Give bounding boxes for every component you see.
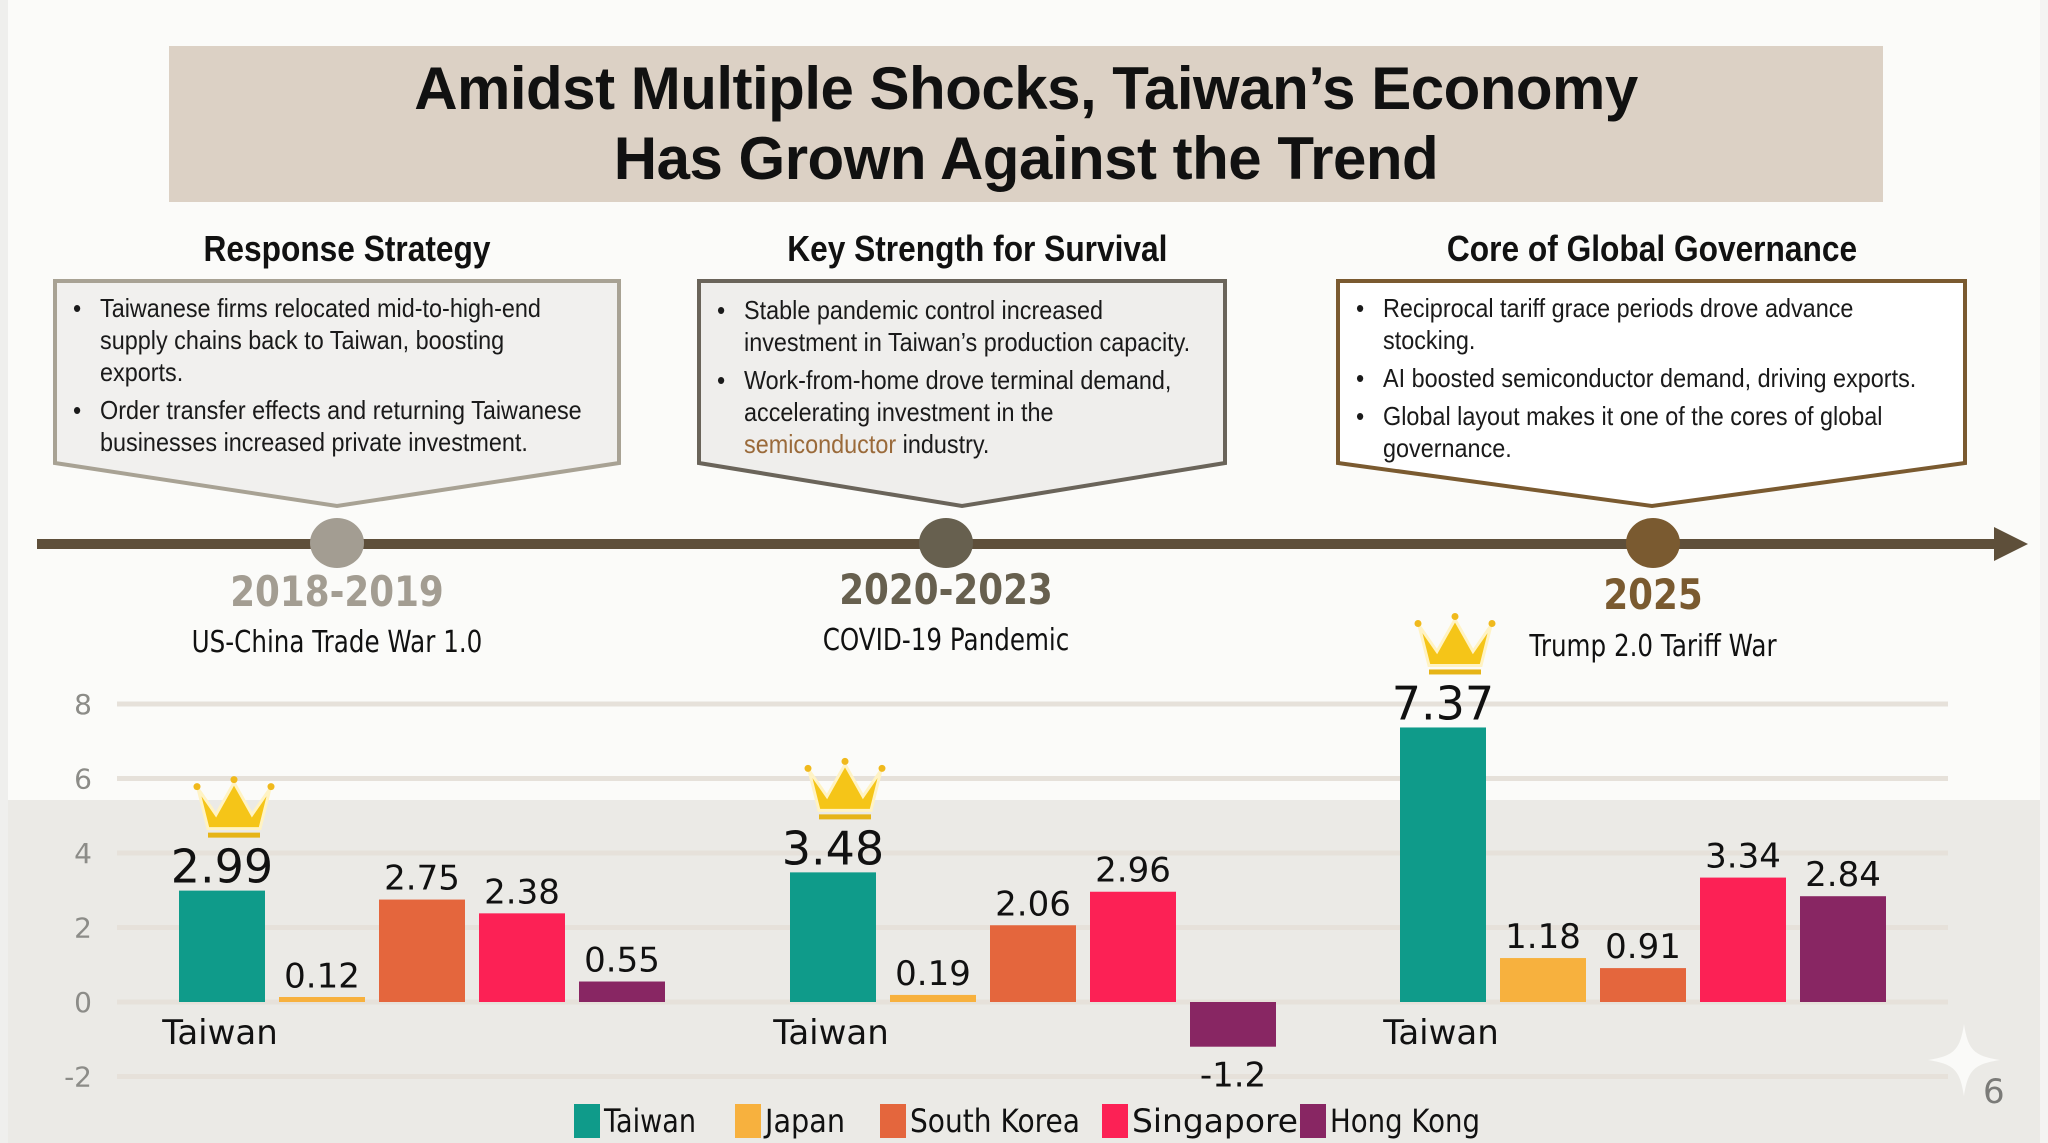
title-banner: Amidst Multiple Shocks, Taiwan’s Economy… (169, 46, 1883, 202)
value-label: 7.37 (1392, 676, 1494, 730)
y-tick-label: 6 (74, 763, 92, 796)
title-line-2: Has Grown Against the Trend (613, 125, 1439, 192)
legend-label: Taiwan (603, 1102, 696, 1140)
value-label: -1.2 (1200, 1056, 1266, 1096)
legend-swatch (1300, 1104, 1326, 1138)
timeline-dot-2018 (310, 518, 364, 568)
legend-swatch (1102, 1104, 1128, 1138)
value-label: 1.18 (1505, 917, 1581, 957)
timeline-line (37, 539, 1997, 549)
bar-singapore (479, 913, 565, 1002)
crown-icon (804, 757, 886, 820)
bar-taiwan (790, 872, 876, 1002)
event-covid: COVID-19 Pandemic (822, 623, 1070, 658)
sparkle-icon (1928, 1024, 2000, 1096)
value-label: 3.34 (1705, 837, 1781, 877)
callout-text-2: Stable pandemic control increasedinvestm… (714, 294, 1234, 466)
legend-label: Hong Kong (1330, 1102, 1480, 1140)
bar-japan (890, 994, 976, 1002)
bar-hong-kong (579, 981, 665, 1002)
value-label: 2.96 (1095, 851, 1171, 891)
title-line-1: Amidst Multiple Shocks, Taiwan’s Economy (414, 55, 1638, 122)
timeline-dot-2025 (1626, 518, 1680, 568)
bar-south-korea (990, 925, 1076, 1002)
bar-hong-kong (1190, 1002, 1276, 1047)
value-label: 0.12 (284, 957, 360, 997)
crown-icon (193, 776, 275, 838)
legend-swatch (880, 1104, 906, 1138)
event-trade-war: US-China Trade War 1.0 (191, 625, 483, 660)
value-label: 2.84 (1805, 855, 1881, 895)
bullet-3-1: Reciprocal tariff grace periods drove ad… (1356, 292, 1905, 356)
group-label-taiwan: Taiwan (161, 1013, 278, 1053)
heading-response-strategy: Response Strategy (203, 228, 491, 269)
callout-text-1: Taiwanese firms relocated mid-to-high-en… (70, 292, 610, 464)
group-label-taiwan: Taiwan (1382, 1013, 1499, 1053)
timeline-dot-2020 (919, 518, 973, 568)
y-tick-label: 2 (74, 912, 92, 945)
legend-swatch (574, 1104, 600, 1138)
slide-right-edge (2040, 0, 2048, 1143)
legend-item-singapore: Singapore (1102, 1102, 1298, 1140)
bullet-2-1: Stable pandemic control increasedinvestm… (717, 294, 1190, 358)
period-2025: 2025 (1603, 570, 1703, 619)
bullet-3-3: Global layout makes it one of the cores … (1356, 400, 1905, 464)
period-2020-2023: 2020-2023 (839, 565, 1053, 614)
value-label: 0.19 (895, 954, 971, 994)
heading-key-strength: Key Strength for Survival (787, 228, 1168, 269)
bullet-3-2: AI boosted semiconductor demand, driving… (1356, 362, 1916, 394)
event-tariff-war: Trump 2.0 Tariff War (1529, 629, 1777, 664)
legend-label: South Korea (910, 1102, 1080, 1140)
value-label: 2.75 (384, 859, 460, 899)
value-label: 0.55 (584, 941, 660, 981)
slide-left-edge (0, 0, 8, 1143)
y-tick-label: -2 (64, 1061, 92, 1094)
bullet-2-2: Work-from-home drove terminal demand,acc… (717, 364, 1185, 460)
callout-text-3: Reciprocal tariff grace periods drove ad… (1353, 292, 1963, 470)
y-tick-label: 8 (74, 688, 92, 721)
value-label: 2.06 (995, 884, 1071, 924)
bar-singapore (1090, 891, 1176, 1002)
bullet-1-1: Taiwanese firms relocated mid-to-high-en… (73, 292, 559, 388)
legend-item-taiwan: Taiwan (574, 1102, 696, 1140)
y-tick-label: 4 (74, 837, 92, 870)
value-label: 3.48 (782, 821, 884, 875)
bar-south-korea (1600, 968, 1686, 1002)
legend-swatch (735, 1104, 761, 1138)
legend-label: Japan (763, 1102, 845, 1140)
legend-label: Singapore (1132, 1102, 1298, 1140)
bar-taiwan (1400, 727, 1486, 1002)
value-label: 0.91 (1605, 927, 1681, 967)
legend-item-japan: Japan (735, 1102, 845, 1140)
bar-taiwan (179, 890, 265, 1002)
timeline-arrow-head (1994, 527, 2028, 561)
group-label-taiwan: Taiwan (772, 1013, 889, 1053)
heading-core-governance: Core of Global Governance (1446, 228, 1858, 269)
bar-south-korea (379, 899, 465, 1002)
bullet-1-2: Order transfer effects and returning Tai… (73, 394, 582, 458)
bar-japan (279, 997, 365, 1002)
period-2018-2019: 2018-2019 (230, 567, 444, 616)
value-label: 2.99 (171, 840, 273, 894)
y-tick-label: 0 (74, 986, 92, 1019)
legend-item-south-korea: South Korea (880, 1102, 1080, 1140)
highlight-line: semiconductor industry. (744, 429, 990, 459)
crown-icon (1414, 612, 1496, 675)
value-label: 2.38 (484, 872, 560, 912)
bar-singapore (1700, 877, 1786, 1002)
bar-hong-kong (1800, 896, 1886, 1002)
legend-item-hong-kong: Hong Kong (1300, 1102, 1480, 1140)
bar-japan (1500, 958, 1586, 1002)
page-number: 6 (1983, 1072, 2005, 1112)
highlight-word: semiconductor (744, 429, 897, 459)
